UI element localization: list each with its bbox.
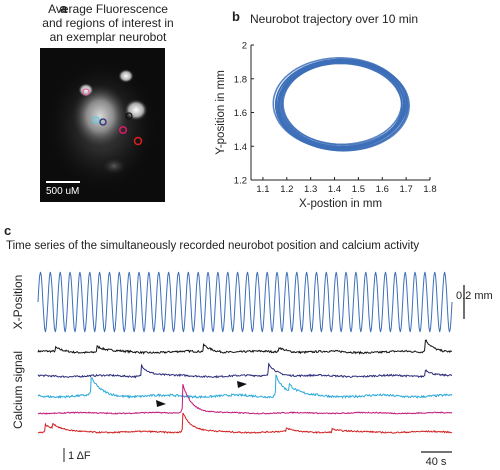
x-tick-label: 1.5 [352,184,365,195]
df-scale-label: 1 ΔF [68,450,91,462]
y-tick-label: 2 [242,41,247,52]
x-tick-label: 1.4 [328,184,341,195]
roi-circle [99,118,107,126]
time-scale-label: 40 s [426,456,447,468]
timeseries-plot: X-Position Calcium signal 0.2 mm 1 ΔF 40 s [11,271,493,468]
x-position-label: X-Position [11,275,25,330]
calcium-trace [37,383,453,415]
panel-a-title: Average Fluorescence and regions of inte… [28,2,188,44]
calcium-trace [37,362,453,379]
bright-spot [118,69,134,83]
y-tick-label: 1.2 [234,176,247,187]
x-tick-label: 1.1 [256,184,269,195]
x-tick-label: 1.2 [280,184,293,195]
y-tick-label: 1.4 [234,142,247,153]
bright-spot [78,83,94,97]
position-scale-label: 0.2 mm [456,290,493,302]
y-tick-label: 1.8 [234,74,247,85]
calcium-trace [37,374,453,400]
fluorescence-image: 500 uM [40,48,165,202]
x-tick-label: 1.8 [423,184,436,195]
panel-a-title-line-1: Average Fluorescence [48,2,168,16]
calcium-signal-label: Calcium signal [11,351,25,429]
x-axis-label: X-postion in mm [299,198,382,210]
y-axis-label: Y-position in mm [215,70,227,155]
y-tick-label: 1.6 [234,108,247,119]
x-position-trace [37,271,453,333]
roi-circle [82,88,90,96]
calcium-trace [37,339,453,355]
calcium-trace [37,412,452,435]
panel-a-letter: a [60,1,68,16]
event-arrowhead [156,400,166,407]
fluorescence-image-svg: 500 uM [44,58,160,197]
roi-circle [125,112,133,120]
bright-cluster [70,82,130,150]
x-tick-label: 1.3 [304,184,317,195]
panel-a-title-line-3: an exemplar neurobot [49,30,167,44]
x-tick-label: 1.7 [400,184,413,195]
panel-a-title-line-2: and regions of interest in [42,16,174,30]
x-tick-label: 1.6 [376,184,389,195]
panel-c-letter: c [4,223,12,238]
roi-circle [133,136,143,146]
panel-b-letter: b [232,9,240,24]
bright-spot [124,99,148,121]
dim-spot [100,156,128,176]
trajectory-plot: 1.1 1.2 1.3 1.4 1.5 1.6 1.7 1.8 1.2 1.4 1.6 1.8 2 X-p… [215,41,437,211]
event-arrowhead [237,381,247,388]
image-scale-label: 500 uM [46,186,79,197]
panel-b-title: Neurobot trajectory over 10 min [250,12,419,26]
roi-circle [92,116,100,124]
panel-c-title: Time series of the simultaneously record… [6,240,420,252]
trajectory-loop [272,56,408,151]
roi-circle [118,125,128,135]
